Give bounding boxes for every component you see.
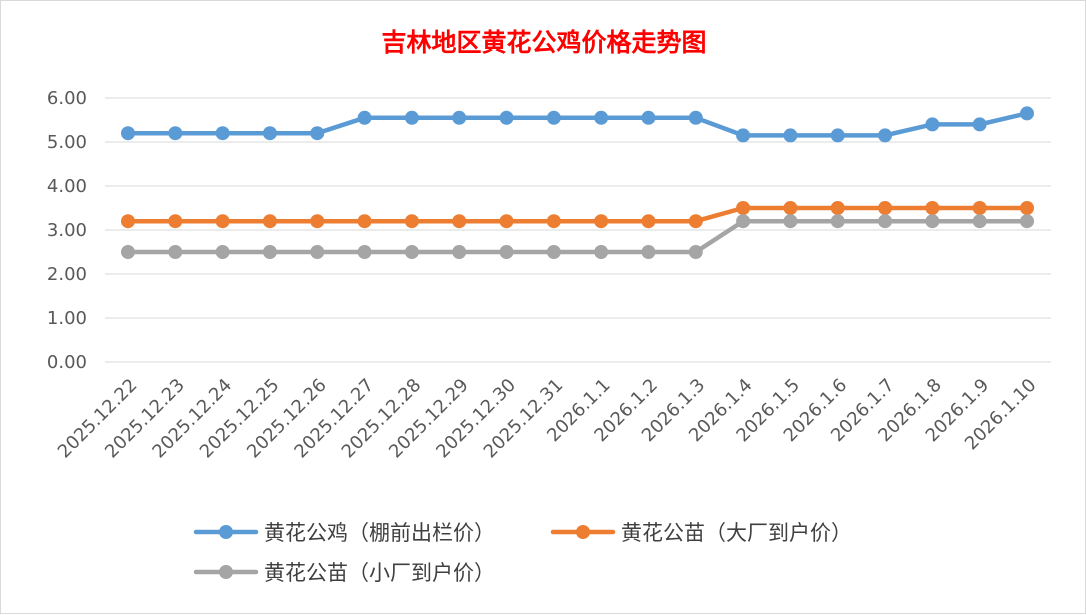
legend-label-3: 黄花公苗（小厂到户价） <box>264 561 495 585</box>
data-point <box>830 214 845 229</box>
data-point <box>404 214 419 229</box>
data-point <box>641 110 656 125</box>
data-point <box>546 110 561 125</box>
data-point <box>262 126 277 141</box>
data-point <box>641 214 656 229</box>
data-point <box>972 117 987 132</box>
data-point <box>215 214 230 229</box>
data-point <box>310 214 325 229</box>
data-point <box>641 245 656 259</box>
y-tick-label: 3.00 <box>47 220 87 241</box>
y-axis: 0.00 1.00 2.00 3.00 4.00 5.00 6.00 <box>47 88 87 373</box>
y-tick-label: 5.00 <box>47 132 87 153</box>
legend-marker-2 <box>576 525 590 539</box>
data-point <box>736 201 751 215</box>
legend-marker-3 <box>219 565 233 579</box>
data-point <box>546 214 561 229</box>
data-point <box>688 245 703 259</box>
data-point <box>830 128 845 143</box>
data-point <box>830 201 845 215</box>
data-point <box>452 245 467 259</box>
legend-label-1: 黄花公鸡（棚前出栏价） <box>264 521 495 545</box>
data-point <box>783 214 798 229</box>
y-tick-label: 6.00 <box>47 88 87 109</box>
data-point <box>404 245 419 259</box>
data-point <box>357 245 372 259</box>
legend-item-2: 黄花公苗（大厂到户价） <box>550 521 852 545</box>
data-point <box>168 214 183 229</box>
series-1 <box>121 106 1034 143</box>
data-point <box>546 245 561 259</box>
data-point <box>878 128 893 143</box>
y-tick-label: 1.00 <box>47 308 87 329</box>
data-point <box>357 214 372 229</box>
data-point <box>925 214 940 229</box>
data-point <box>925 117 940 132</box>
data-point <box>594 245 609 259</box>
data-point <box>452 110 467 125</box>
data-point <box>1020 106 1034 121</box>
x-axis: 2025.12.222025.12.232025.12.242025.12.25… <box>54 375 1041 463</box>
data-point <box>499 245 514 259</box>
data-point <box>121 126 135 141</box>
data-point <box>972 201 987 215</box>
legend-label-2: 黄花公苗（大厂到户价） <box>621 521 852 545</box>
series-line-2 <box>125 205 1030 224</box>
data-point <box>688 214 703 229</box>
data-point <box>594 110 609 125</box>
legend-marker-1 <box>219 525 233 539</box>
legend-item-3: 黄花公苗（小厂到户价） <box>193 561 495 585</box>
data-point <box>688 110 703 125</box>
data-point <box>452 214 467 229</box>
data-point <box>357 110 372 125</box>
data-point <box>594 214 609 229</box>
data-point <box>783 201 798 215</box>
data-point <box>310 245 325 259</box>
data-point <box>783 128 798 143</box>
gridlines <box>105 97 1051 363</box>
data-point <box>878 214 893 229</box>
data-point <box>1020 214 1034 229</box>
data-point <box>925 201 940 215</box>
series-2 <box>121 201 1034 229</box>
data-point <box>736 214 751 229</box>
data-point <box>121 245 135 259</box>
data-point <box>736 128 751 143</box>
y-tick-label: 4.00 <box>47 176 87 197</box>
series-line-3 <box>125 218 1030 255</box>
y-tick-label: 2.00 <box>47 264 87 285</box>
legend: 黄花公鸡（棚前出栏价） 黄花公苗（大厂到户价） 黄花公苗（小厂到户价） <box>193 521 852 585</box>
data-point <box>972 214 987 229</box>
legend-item-1: 黄花公鸡（棚前出栏价） <box>193 521 495 545</box>
data-point <box>168 126 183 141</box>
data-point <box>404 110 419 125</box>
series-3 <box>121 214 1034 259</box>
data-point <box>499 214 514 229</box>
chart-title: 吉林地区黄花公鸡价格走势图 <box>381 28 706 57</box>
y-tick-label: 0.00 <box>47 352 87 373</box>
data-point <box>168 245 183 259</box>
series-group <box>121 106 1034 259</box>
data-point <box>499 110 514 125</box>
data-point <box>262 214 277 229</box>
data-point <box>878 201 893 215</box>
data-point <box>310 126 325 141</box>
series-line-1 <box>125 111 1030 138</box>
data-point <box>121 214 135 229</box>
data-point <box>1020 201 1034 215</box>
data-point <box>262 245 277 259</box>
data-point <box>215 126 230 141</box>
data-point <box>215 245 230 259</box>
